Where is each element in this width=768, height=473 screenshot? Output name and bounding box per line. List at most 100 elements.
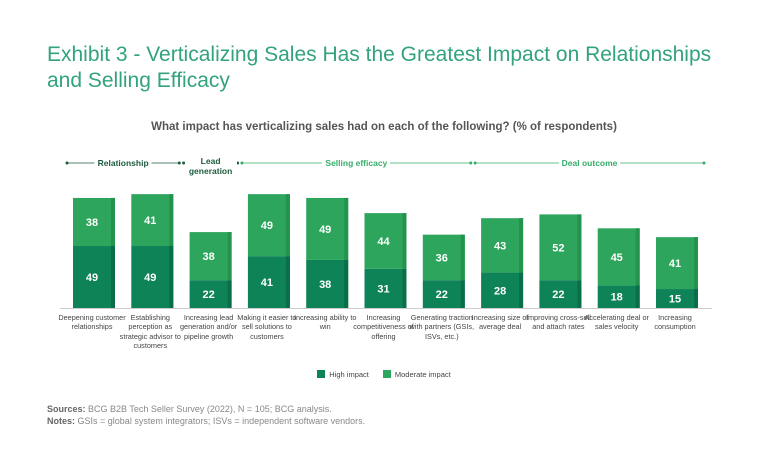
bar-high-4 [306, 259, 349, 308]
bar-moderate-0 [73, 197, 115, 247]
bar-moderate-3 [247, 194, 290, 257]
bar-shade [111, 197, 115, 247]
data-label: 22 [552, 289, 564, 301]
bar-shade [635, 285, 640, 308]
notes-text: GSIs = global system integrators; ISVs =… [77, 415, 366, 426]
category-label: Making it easier to sell solutions to cu… [237, 313, 297, 341]
bar-shade [344, 259, 349, 308]
group-dot [236, 161, 240, 165]
data-label: 38 [319, 279, 331, 291]
bar-shade [460, 234, 465, 281]
data-label: 38 [202, 251, 214, 263]
category-label: Establishing perception as strategic adv… [119, 313, 181, 351]
group-dot [702, 161, 706, 165]
bar-high-1 [131, 246, 174, 308]
bar-moderate-5 [364, 213, 407, 269]
category-label: Improving cross-sell and attach rates [525, 313, 591, 332]
bar-high-8 [539, 280, 582, 308]
bar-shade [227, 280, 232, 308]
data-label: 49 [261, 220, 273, 232]
chart-title: Exhibit 3 - Verticalizing Sales Has the … [47, 43, 712, 92]
bar-high-9 [597, 285, 640, 308]
bar-high-0 [73, 246, 115, 308]
data-label: 22 [436, 289, 448, 301]
bar-shade [285, 256, 290, 308]
bar-high-2 [189, 280, 232, 308]
bar-shade [169, 246, 174, 308]
bar-shade [285, 194, 290, 257]
bar-shade [460, 280, 465, 308]
bar-shade [402, 213, 407, 269]
data-label: 49 [319, 224, 331, 236]
data-label: 41 [669, 258, 681, 270]
group-dot [473, 161, 477, 165]
bar-moderate-2 [189, 232, 232, 281]
category-label: Increasing consumption [654, 313, 696, 332]
data-label: 45 [611, 252, 623, 264]
group-label: Deal outcome [558, 158, 621, 168]
category-label: Increasing lead generation and/or pipeli… [179, 313, 238, 341]
bar-shade [111, 246, 115, 308]
bar-moderate-6 [422, 234, 465, 281]
group-label: Selling efficacy [322, 158, 391, 168]
data-label: 44 [377, 236, 390, 248]
chart-subtitle: What impact has verticalizing sales had … [151, 121, 617, 133]
group-dot [65, 161, 69, 165]
bar-high-3 [247, 256, 290, 308]
category-label: Increasing competitiveness of offering [353, 313, 414, 341]
data-label: 36 [436, 252, 448, 264]
data-label: 41 [261, 277, 273, 289]
bar-shade [519, 272, 524, 308]
category-label: Increasing size of average deal [471, 313, 529, 332]
data-label: 41 [144, 215, 156, 227]
bar-shade [577, 214, 582, 281]
data-label: 52 [552, 242, 564, 254]
group-dot [177, 161, 181, 165]
group-dot [240, 161, 244, 165]
data-label: 18 [611, 292, 623, 304]
data-label: 38 [86, 217, 98, 229]
legend: High impact Moderate impact [0, 370, 768, 379]
bar-shade [577, 280, 582, 308]
bar-high-7 [481, 272, 524, 308]
footnotes: Sources: BCG B2B Tech Seller Survey (202… [47, 404, 365, 427]
sources-text: BCG B2B Tech Seller Survey (2022), N = 1… [88, 404, 332, 414]
bar-moderate-10 [656, 237, 698, 290]
data-label: 22 [202, 289, 214, 301]
bar-high-5 [364, 268, 407, 308]
bar-shade [344, 197, 349, 260]
group-label: Lead generation [184, 156, 237, 176]
legend-high: High impact [317, 370, 369, 379]
legend-moderate: Moderate impact [382, 370, 451, 379]
bar-shade [227, 232, 232, 281]
bar-moderate-9 [597, 228, 640, 286]
bar-shade [694, 237, 698, 290]
notes-label: Notes: [47, 415, 76, 426]
group-dot [182, 161, 186, 165]
data-label: 28 [494, 285, 506, 297]
legend-swatch-moderate [382, 370, 391, 378]
legend-label-high: High impact [329, 370, 369, 379]
bar-moderate-4 [306, 197, 349, 260]
category-label: Accelerating deal or sales velocity [584, 313, 649, 332]
data-label: 49 [144, 272, 156, 284]
legend-swatch-high [317, 370, 326, 378]
bar-moderate-1 [131, 194, 174, 247]
bar-shade [402, 268, 407, 308]
legend-label-moderate: Moderate impact [394, 370, 451, 379]
bar-moderate-8 [539, 214, 582, 281]
bar-moderate-7 [481, 218, 524, 273]
bar-high-6 [422, 280, 465, 308]
group-dot [469, 161, 473, 165]
group-label: Relationship [94, 158, 152, 168]
category-label: Increasing ability to win [293, 313, 357, 332]
sources-label: Sources: [47, 404, 86, 414]
category-label: Deepening customer relationships [58, 313, 126, 332]
bar-shade [635, 228, 640, 286]
bar-shade [694, 289, 698, 308]
data-label: 43 [494, 240, 506, 252]
category-label: Generating traction with partners (GSIs,… [409, 313, 475, 341]
data-label: 31 [377, 283, 389, 295]
